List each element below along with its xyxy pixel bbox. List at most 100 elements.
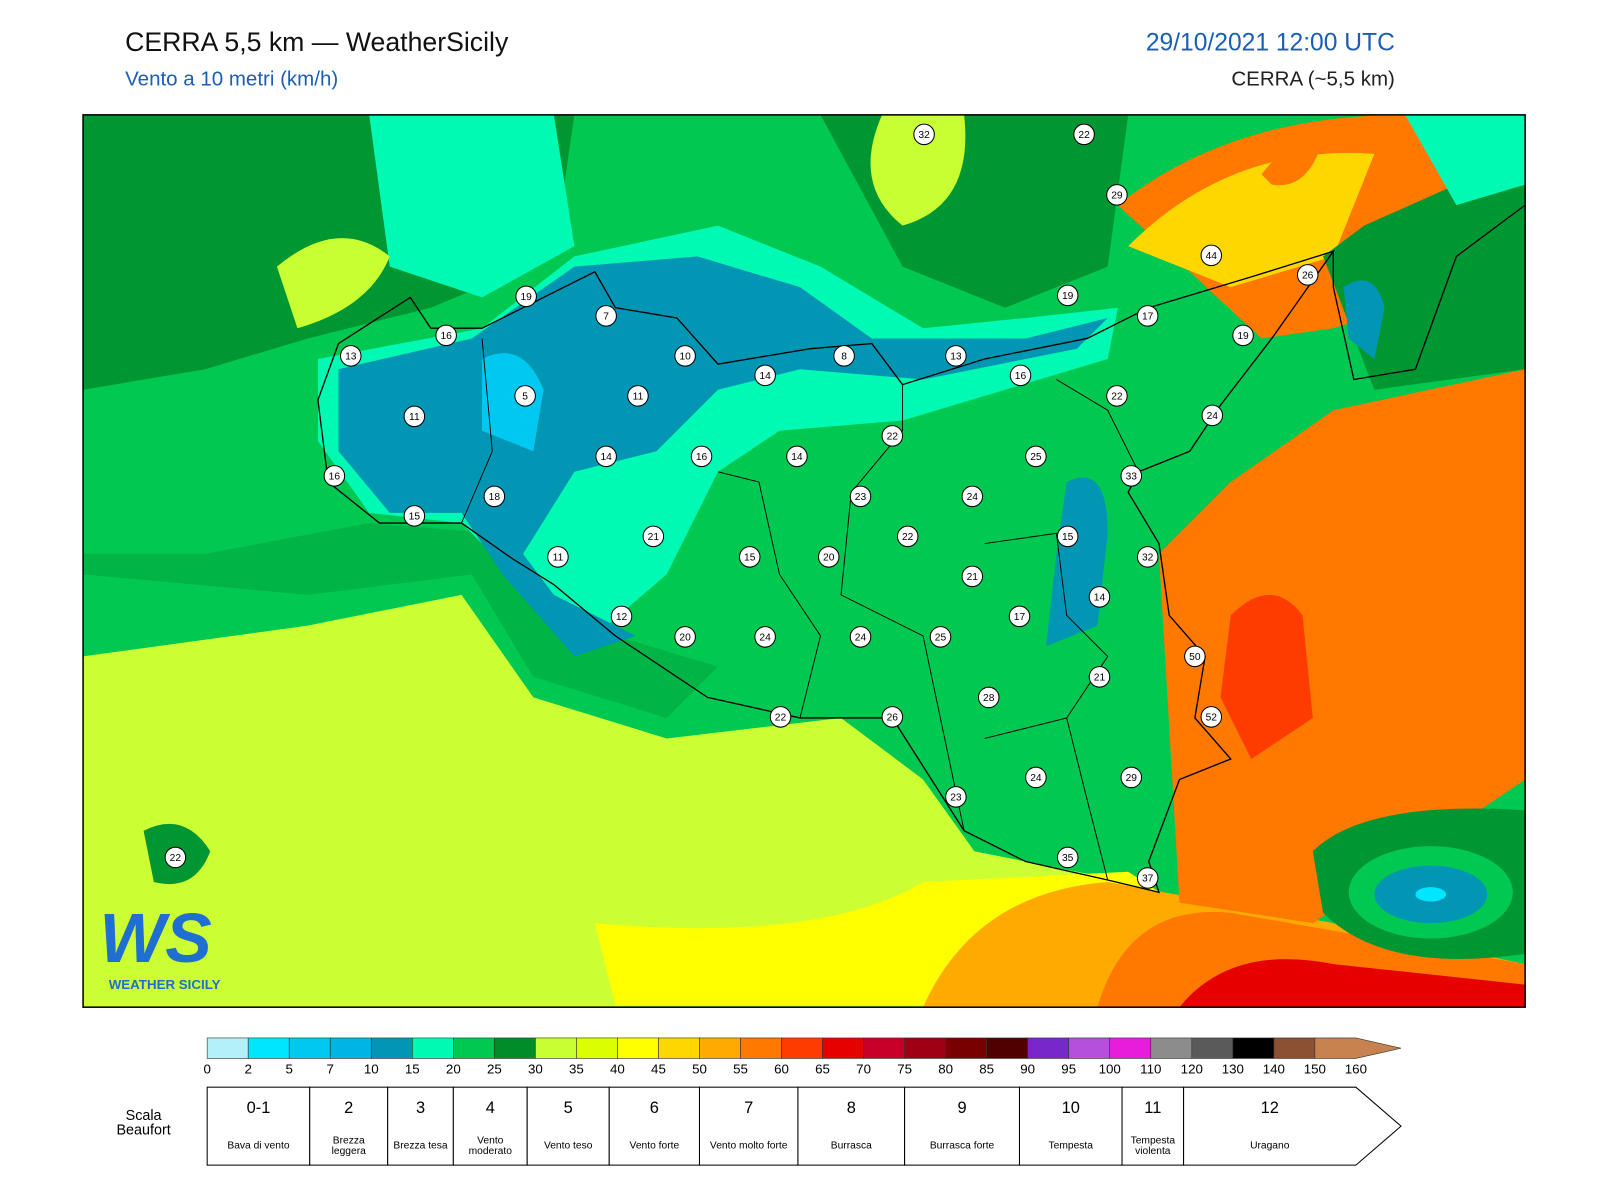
station-value: 16	[440, 331, 452, 342]
station-marker	[1008, 605, 1031, 628]
colorbar-swatch	[904, 1037, 946, 1059]
station-marker	[754, 364, 776, 387]
colorbar-tick: 80	[938, 1061, 953, 1076]
station-marker	[515, 285, 537, 308]
station-marker	[1088, 586, 1111, 608]
beaufort-level: 5 Vento teso	[527, 1087, 609, 1165]
station-marker	[945, 345, 967, 367]
colorbar-tick: 35	[569, 1061, 584, 1076]
station-marker	[595, 305, 617, 327]
station-value: 24	[1207, 411, 1219, 422]
colorbar-swatch	[1191, 1037, 1234, 1059]
station-value: 12	[616, 612, 628, 623]
station-value: 19	[1062, 291, 1074, 302]
station-value: 24	[759, 633, 771, 644]
station-marker	[1056, 846, 1079, 869]
station-value: 14	[759, 371, 771, 382]
station-marker	[1201, 404, 1224, 427]
station-marker	[403, 505, 426, 527]
station-marker	[164, 846, 187, 869]
station-marker	[961, 565, 984, 588]
beaufort-box	[698, 1086, 799, 1166]
station-value: 50	[1189, 652, 1201, 663]
beaufort-description: Burrasca forte	[929, 1140, 995, 1152]
station-value: 8	[841, 352, 847, 363]
colorbar-tick: 7	[327, 1061, 334, 1076]
colorbar-tick: 30	[528, 1061, 543, 1076]
station-marker	[1120, 766, 1143, 789]
station-marker	[1200, 244, 1223, 267]
colorbar-tick: 25	[487, 1061, 502, 1076]
station-marker	[913, 123, 935, 146]
colorbar-swatch	[617, 1037, 659, 1059]
station-value: 22	[1078, 130, 1090, 141]
station-value: 14	[1094, 593, 1106, 604]
station-marker	[1136, 546, 1159, 568]
colorbar-swatch	[1150, 1037, 1193, 1059]
colorbar-tick: 45	[651, 1061, 666, 1076]
beaufort-description: Brezza tesa	[393, 1140, 448, 1152]
colorbar-tick: 90	[1020, 1061, 1035, 1076]
colorbar-tick: 120	[1181, 1061, 1203, 1076]
station-value: 16	[329, 472, 341, 483]
station-value: 11	[409, 412, 420, 423]
station-value: 25	[1030, 452, 1042, 463]
colorbar-tick: 5	[286, 1061, 293, 1076]
beaufort-level: 10 Tempesta	[1019, 1087, 1122, 1165]
beaufort-level: 0-1 Bava di vento	[207, 1087, 310, 1165]
station-marker	[881, 425, 904, 447]
station-marker	[738, 546, 761, 568]
colorbar-tick: 95	[1061, 1061, 1076, 1076]
station-marker	[977, 686, 1000, 709]
station-value: 32	[1142, 553, 1154, 564]
station-marker	[849, 626, 872, 648]
beaufort-level: 12 Uragano	[1184, 1087, 1356, 1165]
station-marker	[339, 345, 362, 367]
station-marker	[1184, 645, 1206, 668]
map-frame	[82, 114, 1526, 1008]
colorbar-arrow	[1314, 1037, 1402, 1059]
station-marker	[769, 706, 792, 728]
station-value: 22	[170, 853, 182, 864]
beaufort-level: 3 Brezza tesa	[388, 1087, 454, 1165]
colorbar-tick: 40	[610, 1061, 625, 1076]
station-value: 17	[1142, 312, 1154, 323]
station-marker	[1136, 867, 1159, 889]
colorbar-swatch	[822, 1037, 864, 1059]
colorbar-swatch	[740, 1037, 782, 1059]
colorbar-swatch	[1232, 1037, 1275, 1059]
colorbar-swatch	[535, 1037, 577, 1059]
beaufort-description: Brezza leggera	[331, 1135, 366, 1157]
station-marker	[786, 445, 808, 468]
colorbar-swatch	[699, 1037, 741, 1059]
station-marker	[1009, 364, 1032, 387]
beaufort-box	[1121, 1086, 1185, 1166]
station-marker	[1056, 525, 1079, 548]
colorbar-tick: 85	[979, 1061, 994, 1076]
colorbar-swatch	[453, 1037, 495, 1059]
station-marker	[1088, 666, 1111, 688]
station-value: 21	[1094, 673, 1106, 684]
station-marker	[896, 525, 919, 548]
colorbar-swatch	[986, 1037, 1028, 1059]
colorbar-swatch	[576, 1037, 618, 1059]
station-marker	[1025, 766, 1047, 789]
station-value: 15	[1062, 532, 1074, 543]
station-marker	[881, 706, 904, 728]
beaufort-level: 4 Vento moderato	[453, 1087, 527, 1165]
station-value: 5	[522, 392, 528, 403]
subtitle: Vento a 10 metri (km/h)	[125, 67, 338, 90]
station-value: 24	[1030, 773, 1042, 784]
beaufort-description: Vento forte	[629, 1140, 680, 1152]
colorbar-swatch	[411, 1037, 454, 1059]
beaufort-description: Vento moderato	[468, 1135, 512, 1157]
station-marker	[642, 525, 665, 548]
station-marker	[547, 546, 569, 568]
station-value: 26	[1302, 271, 1314, 282]
beaufort-box	[387, 1086, 454, 1166]
station-value: 19	[520, 292, 532, 303]
colorbar-swatch	[494, 1037, 536, 1059]
station-value: 7	[603, 312, 609, 323]
station-marker	[1120, 465, 1143, 487]
